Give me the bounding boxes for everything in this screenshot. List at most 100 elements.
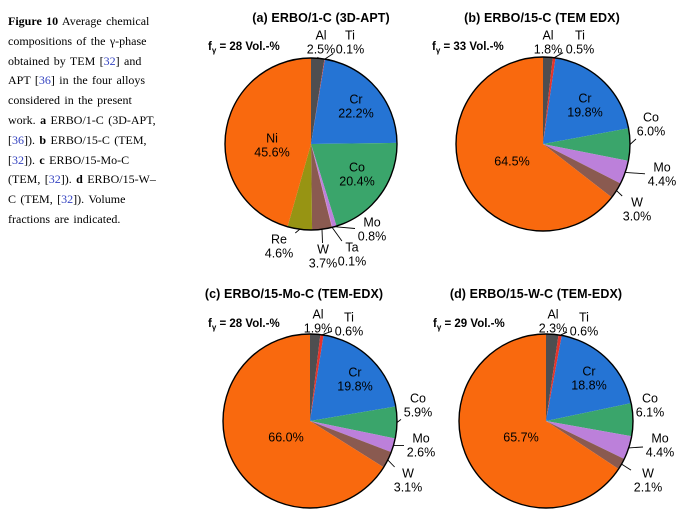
caption-line: Figure 10 Average chemical (8, 12, 184, 32)
caption-text: APT [ (8, 73, 39, 88)
caption-text: Figure 10 (8, 14, 59, 28)
chart-a-slice-al (311, 58, 325, 144)
caption-text: ERBO/15-W– (82, 172, 156, 187)
chart-d-slice-cr (546, 335, 632, 421)
caption-line: C (TEM, [32]). Volume (8, 190, 184, 210)
element-percent: 0.6% (334, 324, 364, 338)
chart-c-title: (c) ERBO/15-Mo-C (TEM-EDX) (204, 287, 384, 301)
chart-a-pie (224, 53, 398, 244)
f-value: = 28 Vol.-% (219, 318, 280, 330)
chart-b-slice-co (543, 128, 630, 161)
element-percent: 0.1% (337, 254, 367, 268)
chart-c-label-al: Al 1.9% (304, 308, 333, 336)
element-name: Cr (349, 92, 363, 107)
chart-a-volume-fraction: fγ = 28 Vol.-% (208, 41, 280, 55)
chart-b-label-al: Al 1.8% (533, 29, 563, 57)
chart-a-leader-mo (334, 226, 356, 229)
f-symbol: f (208, 41, 212, 53)
chart-b-volume-fraction: fγ = 33 Vol.-% (432, 41, 504, 55)
chart-c-slice-w (310, 421, 392, 468)
chart-a-slice-ti (311, 59, 325, 145)
chart-c-slice-cr (310, 335, 396, 421)
chart-a-leader-ti (324, 53, 334, 60)
chart-a-outline (224, 57, 398, 231)
element-name: Co (642, 391, 658, 406)
chart-c-leader-co (396, 419, 402, 423)
chart-b-slice-w (543, 144, 621, 198)
element-name: W (317, 242, 329, 257)
citation-link[interactable]: 32 (12, 152, 24, 167)
element-name: W (642, 466, 654, 481)
element-name: Ti (575, 28, 585, 43)
chart-d-label-ni: 65.7% (503, 431, 538, 445)
chart-c-slice-ni (222, 334, 384, 508)
element-name: Co (643, 110, 659, 125)
caption-line: [36]). b ERBO/15-C (TEM, (8, 131, 184, 151)
gamma-subscript: γ (211, 46, 217, 55)
caption-text: C (TEM, [ (8, 192, 62, 207)
chart-c-leader-ti (321, 330, 333, 336)
chart-a-slice-ta (311, 144, 333, 228)
element-name: Re (271, 232, 287, 247)
citation-link[interactable]: 32 (103, 53, 116, 68)
caption-text: (TEM, [ (8, 172, 49, 187)
element-percent: 2.1% (633, 480, 663, 494)
element-percent: 0.1% (335, 42, 365, 56)
f-symbol: f (208, 318, 212, 330)
element-percent: 2.6% (406, 445, 436, 459)
chart-a-slice-ni (225, 58, 311, 227)
chart-b-leader-ti (553, 52, 564, 59)
chart-a-leader-w (321, 229, 323, 244)
caption-text: Average chemical (58, 14, 150, 28)
element-percent: 19.8% (567, 105, 603, 119)
chart-a-slice-re (287, 144, 313, 230)
citation-link[interactable]: 32 (61, 192, 74, 207)
caption-text: c (39, 152, 45, 167)
citation-link[interactable]: 32 (48, 172, 61, 187)
element-percent: 1.8% (533, 42, 563, 56)
chart-d-label-ti: Ti 0.6% (570, 310, 599, 339)
chart-b-leader-mo (625, 171, 646, 175)
element-percent: 6.0% (636, 124, 666, 138)
element-name: Ni (266, 131, 278, 146)
citation-link[interactable]: 36 (12, 132, 24, 147)
element-name: Cr (348, 365, 362, 380)
caption-line: APT [36] in the four alloys (8, 71, 184, 91)
element-percent: 19.8% (337, 379, 373, 393)
chart-b-slice-ti (543, 57, 556, 145)
element-percent: 4.6% (264, 246, 294, 260)
caption-line: work. a ERBO/1-C (3D-APT, (8, 111, 184, 131)
chart-c-slice-ti (310, 334, 324, 421)
chart-d-outline (458, 333, 634, 509)
caption-text: ]). (24, 132, 40, 147)
chart-c-label-mo: Mo 2.6% (406, 432, 436, 460)
element-name: Ti (579, 310, 589, 325)
element-name: Mo (651, 431, 669, 446)
caption-text: work. (8, 112, 41, 127)
caption-line: [32]). c ERBO/15-Mo-C (8, 151, 184, 171)
caption-line: considered in the present (8, 91, 184, 111)
caption-text: ]). (60, 172, 77, 187)
element-name: Ta (345, 240, 359, 255)
element-name: Mo (653, 160, 671, 175)
chart-a-slice-co (311, 142, 397, 227)
caption-line: compositions of the γ-phase (8, 32, 184, 52)
caption-text: compositions of the γ-phase (8, 33, 147, 48)
chart-d-label-al: Al 2.3% (539, 308, 568, 336)
chart-d-slice-al (546, 334, 559, 421)
caption-text: ERBO/15-Mo-C (44, 152, 130, 167)
element-percent: 65.7% (503, 430, 539, 445)
element-name: W (631, 195, 643, 210)
element-percent: 3.0% (622, 209, 652, 223)
caption-text: ]). Volume (73, 192, 126, 207)
caption-text: [ (8, 152, 12, 167)
element-percent: 18.8% (571, 378, 607, 392)
chart-d-label-co: Co 6.1% (636, 391, 665, 420)
chart-b-leader-co (629, 138, 637, 145)
chart-b-pie (455, 52, 646, 232)
f-value: = 33 Vol.-% (443, 41, 504, 53)
citation-link[interactable]: 36 (38, 73, 51, 88)
chart-d-slice-w (546, 421, 625, 469)
element-percent: 64.5% (494, 154, 530, 169)
